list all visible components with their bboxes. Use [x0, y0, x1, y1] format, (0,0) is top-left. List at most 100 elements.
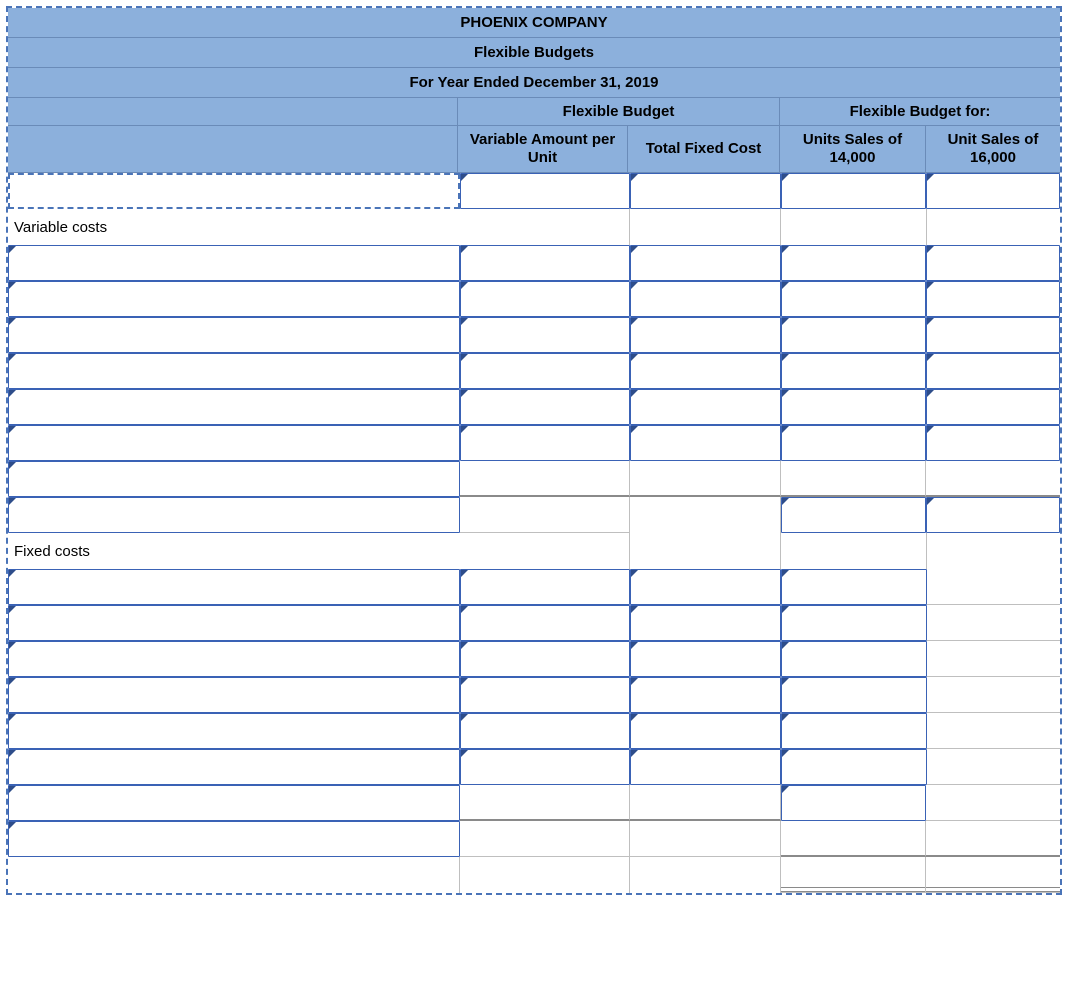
table-row [8, 821, 1060, 857]
period-title: For Year Ended December 31, 2019 [8, 68, 1060, 98]
variable-costs-section-label: Variable costs [8, 209, 460, 245]
table-row [8, 389, 1060, 425]
value-dropdown[interactable] [781, 173, 926, 209]
value-dropdown[interactable] [781, 389, 926, 425]
value-dropdown[interactable] [630, 353, 781, 389]
value-dropdown[interactable] [781, 497, 926, 533]
value-dropdown[interactable] [630, 713, 781, 749]
table-row [8, 425, 1060, 461]
col-header-variable-amount: Variable Amount per Unit [458, 126, 628, 172]
value-dropdown[interactable] [460, 641, 629, 677]
readonly-cell [927, 749, 1061, 785]
grand-total-cell [781, 857, 926, 893]
value-dropdown[interactable] [460, 425, 629, 461]
line-item-dropdown[interactable] [8, 461, 460, 497]
table-row [8, 677, 1060, 713]
subtotal-cell [630, 461, 781, 497]
value-dropdown[interactable] [460, 245, 629, 281]
value-dropdown[interactable] [460, 713, 629, 749]
line-item-dropdown[interactable] [8, 569, 460, 605]
line-item-dropdown[interactable] [8, 821, 460, 857]
value-dropdown[interactable] [781, 569, 926, 605]
table-row [8, 281, 1060, 317]
line-item-dropdown[interactable] [8, 677, 460, 713]
readonly-cell [927, 605, 1061, 641]
value-dropdown[interactable] [926, 389, 1060, 425]
table-row [8, 641, 1060, 677]
selected-dropdown-cell[interactable] [8, 173, 460, 209]
empty-cell [460, 209, 629, 245]
value-dropdown[interactable] [630, 605, 781, 641]
value-dropdown[interactable] [460, 353, 629, 389]
table-row [8, 749, 1060, 785]
value-dropdown[interactable] [460, 569, 629, 605]
line-item-dropdown[interactable] [8, 353, 460, 389]
value-dropdown[interactable] [781, 785, 926, 821]
col-header-total-fixed-cost: Total Fixed Cost [628, 126, 780, 172]
readonly-cell [460, 821, 629, 857]
line-item-dropdown[interactable] [8, 749, 460, 785]
column-header-blank [8, 98, 458, 172]
value-dropdown[interactable] [781, 317, 926, 353]
table-row [8, 605, 1060, 641]
line-item-dropdown[interactable] [8, 425, 460, 461]
col-header-units-16000: Unit Sales of 16,000 [926, 126, 1060, 172]
value-dropdown[interactable] [781, 749, 926, 785]
subtotal-cell [460, 461, 629, 497]
value-dropdown[interactable] [926, 245, 1060, 281]
value-dropdown[interactable] [630, 389, 781, 425]
value-dropdown[interactable] [630, 281, 781, 317]
value-dropdown[interactable] [630, 425, 781, 461]
subtotal-cell [926, 461, 1060, 497]
value-dropdown[interactable] [926, 173, 1060, 209]
value-dropdown[interactable] [630, 749, 781, 785]
group1-title: Flexible Budget [458, 98, 780, 126]
empty-cell [8, 857, 460, 893]
value-dropdown[interactable] [460, 173, 629, 209]
value-dropdown[interactable] [781, 605, 926, 641]
value-dropdown[interactable] [630, 569, 781, 605]
readonly-cell [927, 713, 1061, 749]
readonly-cell [926, 785, 1060, 821]
line-item-dropdown[interactable] [8, 641, 460, 677]
value-dropdown[interactable] [926, 353, 1060, 389]
value-dropdown[interactable] [926, 497, 1060, 533]
table-row: Fixed costs [8, 533, 1060, 569]
empty-cell [927, 533, 1061, 569]
line-item-dropdown[interactable] [8, 389, 460, 425]
value-dropdown[interactable] [630, 677, 781, 713]
value-dropdown[interactable] [460, 389, 629, 425]
value-dropdown[interactable] [460, 677, 629, 713]
value-dropdown[interactable] [926, 425, 1060, 461]
value-dropdown[interactable] [926, 317, 1060, 353]
value-dropdown[interactable] [460, 281, 629, 317]
report-title: Flexible Budgets [8, 38, 1060, 68]
empty-cell [460, 533, 629, 569]
value-dropdown[interactable] [926, 281, 1060, 317]
line-item-dropdown[interactable] [8, 605, 460, 641]
value-dropdown[interactable] [630, 317, 781, 353]
value-dropdown[interactable] [781, 281, 926, 317]
value-dropdown[interactable] [781, 641, 926, 677]
value-dropdown[interactable] [630, 173, 781, 209]
line-item-dropdown[interactable] [8, 497, 460, 533]
value-dropdown[interactable] [460, 605, 629, 641]
value-dropdown[interactable] [630, 245, 781, 281]
line-item-dropdown[interactable] [8, 317, 460, 353]
column-headers: Flexible Budget Variable Amount per Unit… [8, 98, 1060, 173]
readonly-cell [630, 821, 781, 857]
value-dropdown[interactable] [460, 749, 629, 785]
line-item-dropdown[interactable] [8, 713, 460, 749]
line-item-dropdown[interactable] [8, 245, 460, 281]
value-dropdown[interactable] [781, 353, 926, 389]
value-dropdown[interactable] [781, 425, 926, 461]
column-group-flexible-budget: Flexible Budget Variable Amount per Unit… [458, 98, 780, 172]
empty-cell [460, 857, 629, 893]
value-dropdown[interactable] [460, 317, 629, 353]
value-dropdown[interactable] [781, 245, 926, 281]
value-dropdown[interactable] [781, 713, 926, 749]
value-dropdown[interactable] [630, 641, 781, 677]
value-dropdown[interactable] [781, 677, 926, 713]
line-item-dropdown[interactable] [8, 281, 460, 317]
line-item-dropdown[interactable] [8, 785, 460, 821]
